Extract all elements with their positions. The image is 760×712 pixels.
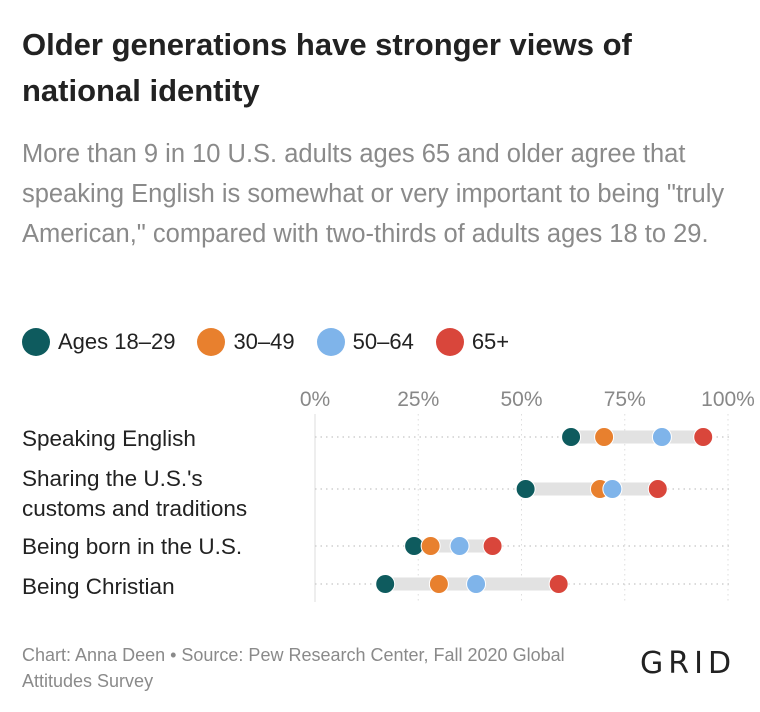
legend-swatch	[435, 328, 464, 356]
category-label: Sharing the U.S.'s	[22, 466, 203, 491]
x-tick-label: 0%	[300, 388, 330, 411]
legend-swatch	[316, 328, 345, 356]
data-point	[449, 536, 470, 556]
legend-label: 65+	[471, 329, 510, 354]
legend-swatch	[197, 328, 226, 356]
data-point	[420, 536, 441, 556]
data-point	[651, 427, 672, 447]
data-point	[428, 574, 449, 594]
grid-logo: GRID	[640, 646, 737, 681]
data-point	[466, 574, 487, 594]
data-point	[647, 479, 668, 499]
data-point	[594, 427, 615, 447]
chart-subtitle: More than 9 in 10 U.S. adults ages 65 an…	[22, 140, 725, 248]
data-point	[561, 427, 582, 447]
legend-item: 50–64	[316, 328, 414, 356]
dot-plot: 0% 25% 50% 75% 100% Speaking English Sharing t…	[22, 388, 755, 602]
category-label: customs and traditions	[22, 496, 247, 521]
legend-label: Ages 18–29	[58, 329, 176, 354]
legend-item: 65+	[435, 328, 510, 356]
chart-title: Older generations have stronger views of…	[22, 27, 632, 108]
data-point	[375, 574, 396, 594]
legend-label: 50–64	[352, 329, 414, 354]
x-tick-label: 100%	[701, 388, 755, 411]
source-note: Chart: Anna Deen • Source: Pew Research …	[22, 645, 565, 691]
x-tick-label: 50%	[500, 388, 542, 411]
data-point	[515, 479, 536, 499]
data-point	[482, 536, 503, 556]
legend-item: Ages 18–29	[22, 328, 175, 356]
category-label: Being born in the U.S.	[22, 534, 242, 559]
category-label: Speaking English	[22, 426, 196, 451]
legend: Ages 18–29 30–49 50–64 65+	[22, 325, 531, 359]
data-point	[602, 479, 623, 499]
data-point	[693, 427, 714, 447]
legend-item: 30–49	[197, 328, 295, 356]
data-point	[548, 574, 569, 594]
x-tick-label: 75%	[604, 388, 646, 411]
category-label: Being Christian	[22, 574, 175, 599]
legend-label: 30–49	[233, 329, 295, 354]
x-tick-label: 25%	[397, 388, 439, 411]
legend-swatch	[22, 328, 50, 356]
